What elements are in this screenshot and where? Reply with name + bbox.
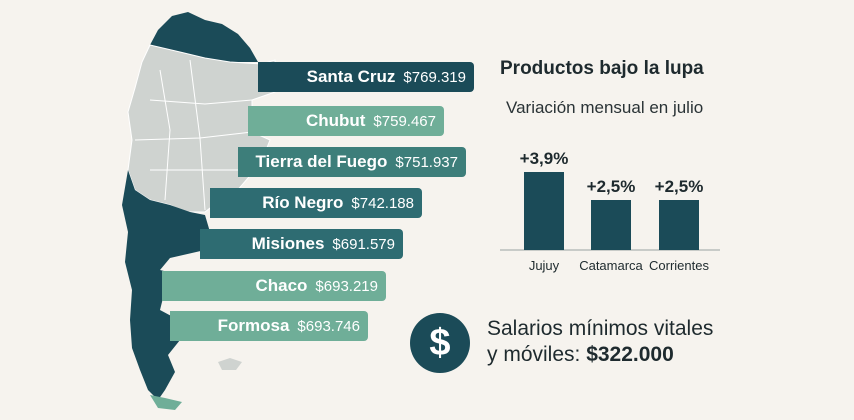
- province-name: Tierra del Fuego: [255, 152, 388, 171]
- map-islands: [218, 358, 242, 370]
- province-value: $769.319: [403, 68, 466, 86]
- salary-amount: $322.000: [586, 343, 674, 366]
- bar-corrientes: [659, 200, 699, 250]
- province-bar-chubut: Chubut $759.467: [248, 106, 444, 136]
- province-bar-rio-negro: Río Negro $742.188: [210, 188, 422, 218]
- province-value: $691.579: [332, 235, 395, 253]
- province-name: Santa Cruz: [306, 67, 396, 86]
- category-label: Catamarca: [579, 258, 643, 273]
- dollar-icon: $: [410, 313, 470, 373]
- province-bar-tierra-del-fuego: Tierra del Fuego $751.937: [238, 147, 466, 177]
- bar-jujuy: [524, 172, 564, 250]
- province-name: Chubut: [305, 111, 366, 130]
- province-bar-santa-cruz: Santa Cruz $769.319: [258, 62, 474, 92]
- data-label: +2,5%: [587, 177, 636, 196]
- category-label: Jujuy: [529, 258, 560, 273]
- province-name: Misiones: [251, 234, 325, 253]
- province-value: $759.467: [373, 112, 436, 130]
- category-label: Corrientes: [649, 258, 709, 273]
- salary-text: Salarios mínimos vitales y móviles: $322…: [487, 316, 713, 368]
- chart-title: Productos bajo la lupa: [500, 58, 704, 79]
- map-tierra-del-fuego: [150, 395, 182, 410]
- province-value: $751.937: [395, 153, 458, 171]
- province-value: $742.188: [351, 194, 414, 212]
- data-label: +3,9%: [520, 149, 569, 168]
- salary-prefix: y móviles:: [487, 343, 587, 366]
- province-bar-chaco: Chaco $693.219: [162, 271, 386, 301]
- chart-subtitle: Variación mensual en julio: [506, 98, 704, 117]
- salary-line-1: Salarios mínimos vitales: [487, 317, 714, 340]
- province-name: Río Negro: [262, 193, 344, 212]
- province-value: $693.746: [297, 317, 360, 335]
- province-bar-misiones: Misiones $691.579: [200, 229, 403, 259]
- map-borders: [134, 59, 253, 211]
- province-bar-formosa: Formosa $693.746: [170, 311, 368, 341]
- data-label: +2,5%: [655, 177, 704, 196]
- salary-line-2: y móviles: $322.000: [487, 342, 713, 368]
- map-north-region: [150, 12, 258, 62]
- bar-catamarca: [591, 200, 631, 250]
- province-value: $693.219: [315, 277, 378, 295]
- province-name: Chaco: [255, 276, 308, 295]
- province-name: Formosa: [217, 316, 290, 335]
